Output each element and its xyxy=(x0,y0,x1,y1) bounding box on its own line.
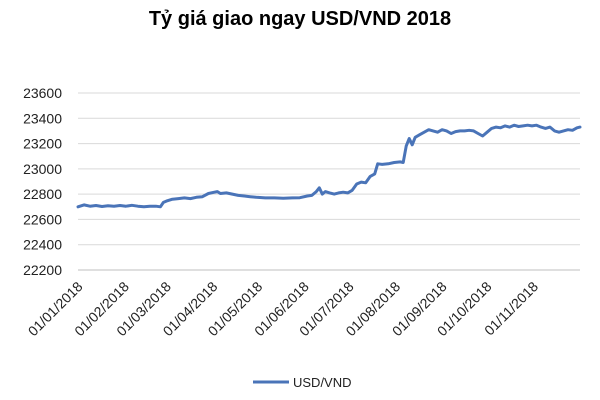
legend: USD/VND xyxy=(253,375,352,390)
y-tick-label: 23600 xyxy=(23,85,62,101)
legend-label: USD/VND xyxy=(293,375,352,390)
y-tick-label: 23000 xyxy=(23,161,62,177)
y-tick-label: 22800 xyxy=(23,186,62,202)
y-axis-ticks: 22200 22400 22600 22800 23000 23200 23400 23600 xyxy=(23,85,62,278)
y-tick-label: 22600 xyxy=(23,211,62,227)
y-tick-label: 23400 xyxy=(23,110,62,126)
y-tick-label: 22400 xyxy=(23,237,62,253)
y-tick-label: 23200 xyxy=(23,136,62,152)
chart-title: Tỷ giá giao ngay USD/VND 2018 xyxy=(149,8,451,30)
series-line xyxy=(76,123,582,209)
y-tick-label: 22200 xyxy=(23,262,62,278)
series-layer xyxy=(76,123,582,209)
